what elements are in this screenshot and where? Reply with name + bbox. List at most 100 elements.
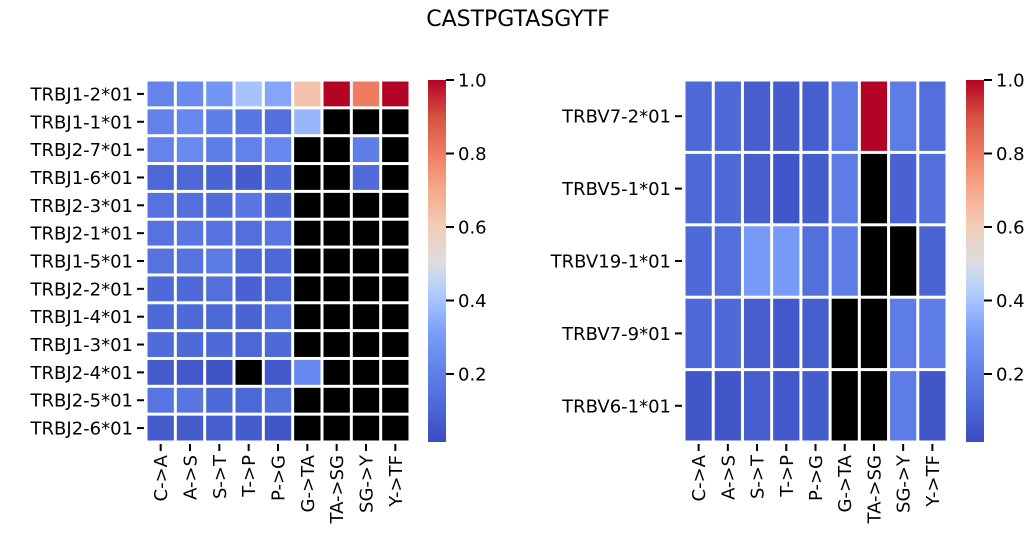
heatmap-cell [206,137,233,163]
heatmap-cell [919,298,946,369]
heatmap-cell [147,359,174,385]
heatmap-cell [176,220,204,246]
heatmap-cell [323,359,350,385]
x-tick-label: C->A [151,454,172,501]
y-tick-label: TRBJ1-6*01 [30,168,133,189]
heatmap-cell [773,371,800,441]
x-tick-label: G->TA [298,454,319,512]
x-tick-label: SG->Y [894,454,915,513]
y-tick-label: TRBJ1-2*01 [30,84,133,105]
heatmap-cell [323,81,350,107]
heatmap-cell [147,332,174,357]
heatmap-cell [323,248,350,274]
y-tick-label: TRBV5-1*01 [561,179,671,200]
heatmap-panel-v-genes: TRBV7-2*01 TRBV5-1*01 TRBV19-1*01 TRBV7-9*0… [550,71,1025,525]
heatmap-cell [264,220,292,246]
heatmap-cell [323,192,350,218]
heatmap-cell [860,298,888,369]
x-tick-label: T->P [777,455,798,498]
colorbar-tick-label: 0.6 [996,218,1025,239]
heatmap-cell [382,332,409,357]
heatmap-cell [176,276,204,302]
heatmap-cell [685,371,712,441]
heatmap-cell [802,153,829,224]
colorbar-tick-label: 0.4 [458,291,487,312]
heatmap-cell [235,165,262,190]
y-tick-label: TRBV19-1*01 [550,252,671,273]
heatmap-cell [294,332,321,357]
heatmap-cell [802,298,829,369]
heatmap-cell [235,415,262,441]
heatmap-cell [294,81,321,107]
y-tick-label: TRBJ2-4*01 [30,363,133,384]
heatmap-cell [294,220,321,246]
heatmap-cell [264,415,292,441]
colorbar-tick-label: 0.2 [996,365,1025,386]
x-tick-label: TA->SG [327,455,348,524]
heatmap-cell [714,153,741,224]
heatmap-cell [147,192,174,218]
heatmap-cell [685,153,712,224]
heatmap-cell [773,226,800,296]
heatmap-cell [382,248,409,274]
heatmap-cell [831,81,858,151]
heatmap-cell [802,81,829,151]
heatmap-cell [176,387,204,413]
x-tick-label: P->G [269,455,290,501]
heatmap-cell [294,415,321,441]
heatmap-cell [323,220,350,246]
heatmap-cell [206,387,233,413]
heatmap-cell [860,226,888,296]
heatmap-cell [264,304,292,330]
heatmap-cell [323,276,350,302]
heatmap-cell [206,165,233,190]
heatmap-cell [294,276,321,302]
heatmap-cell [235,332,262,357]
heatmap-cell [176,415,204,441]
heatmap-cell [323,304,350,330]
heatmap-cell [235,248,262,274]
heatmap-cell [323,415,350,441]
heatmap-cell [802,226,829,296]
heatmap-cell [176,109,204,135]
heatmap-cell [147,415,174,441]
heatmap-cell [264,192,292,218]
heatmap-cell [685,298,712,369]
heatmap-cell [294,304,321,330]
heatmap-cell [831,371,858,441]
heatmap-cell [147,165,174,190]
heatmap-cell [323,387,350,413]
heatmap-cell [743,153,771,224]
heatmap-cell [860,153,888,224]
heatmap-cell [206,332,233,357]
heatmap-cell [382,220,409,246]
figure-title: CASTPGTASGYTF [426,7,610,32]
heatmap-cell [714,226,741,296]
heatmap-cell [802,371,829,441]
heatmap-cell [831,153,858,224]
heatmap-cell [147,81,174,107]
y-tick-label: TRBJ2-2*01 [30,279,133,300]
x-tick-label: TA->SG [864,455,885,524]
heatmap-cell [206,81,233,107]
y-tick-label: TRBJ1-5*01 [30,252,133,273]
heatmap-cell [264,248,292,274]
heatmap-cell [890,371,917,441]
heatmap-cell [382,359,409,385]
heatmap-cell [890,81,917,151]
y-tick-label: TRBJ1-3*01 [30,335,133,356]
colorbar [966,80,984,442]
heatmap-cell [235,359,262,385]
heatmap-cell [773,153,800,224]
x-tick-label: A->S [181,455,202,500]
y-tick-label: TRBJ2-1*01 [30,224,133,245]
heatmap-cell [235,276,262,302]
heatmap-cell [890,298,917,369]
heatmap-cell [206,192,233,218]
heatmap-cell [176,304,204,330]
heatmap-cell [176,137,204,163]
heatmap-cell [352,165,380,190]
heatmap-cell [919,371,946,441]
x-tick-label: C->A [689,454,710,501]
heatmap-cell [860,371,888,441]
